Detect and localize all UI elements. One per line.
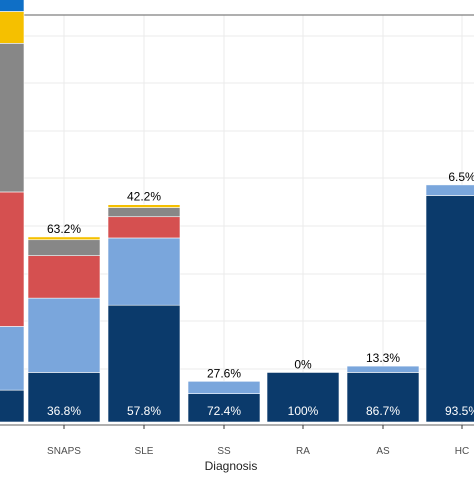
bar-segment: [0, 43, 25, 193]
x-tick-label: SLE: [135, 446, 154, 457]
bar-segment: [0, 0, 25, 12]
x-tick-label: AS: [376, 446, 390, 457]
bar-segment: [107, 207, 181, 218]
bar-segment: [107, 237, 181, 306]
bar-segment: [27, 297, 101, 373]
bar-bottom-label: 100%: [288, 404, 319, 418]
bar-segment: [27, 236, 101, 241]
bar-top-label: 42.2%: [127, 190, 161, 204]
bar-bottom-label: 57.8%: [127, 404, 161, 418]
bar-bottom-label: 36.8%: [47, 404, 81, 418]
bar-bottom-label: 72.4%: [207, 404, 241, 418]
x-tick-label: RA: [296, 446, 310, 457]
bar-top-label: 6.5%: [448, 170, 474, 184]
bar-top-label: 63.2%: [47, 222, 81, 236]
x-tick-label: SS: [217, 446, 231, 457]
bar-top-label: 0%: [294, 357, 312, 371]
bar-segment: [0, 11, 25, 44]
bar-segment: [187, 393, 261, 423]
bar-segment: [266, 372, 340, 423]
bar-segment: [425, 195, 474, 423]
bar-segment: [346, 372, 420, 423]
x-axis: SNAPS SLE SS RA AS HC: [47, 425, 469, 457]
bar-segment: [107, 204, 181, 208]
bar-segment: [0, 389, 25, 423]
data-labels: 63.2% 36.8% 42.2% 57.8% 27.6% 72.4% 0% 100% 13.3…: [47, 170, 474, 418]
bar-segment: [346, 365, 420, 373]
bar-segment: [0, 191, 25, 327]
bar-segment: [27, 239, 101, 256]
x-tick-label: HC: [455, 446, 469, 457]
bar-bottom-label: 93.5%: [445, 404, 474, 418]
bar-top-label: 27.6%: [207, 366, 241, 380]
x-tick-label: SNAPS: [47, 446, 81, 457]
bar-bottom-label: 86.7%: [366, 404, 400, 418]
bar-segment: [0, 326, 25, 391]
bar-segment: [27, 255, 101, 299]
bars-layer: [0, 0, 474, 423]
bar-segment: [425, 184, 474, 196]
x-axis-title: Diagnosis: [205, 459, 258, 473]
bar-segment: [107, 216, 181, 239]
bar-segment: [187, 380, 261, 394]
bar-top-label: 13.3%: [366, 351, 400, 365]
